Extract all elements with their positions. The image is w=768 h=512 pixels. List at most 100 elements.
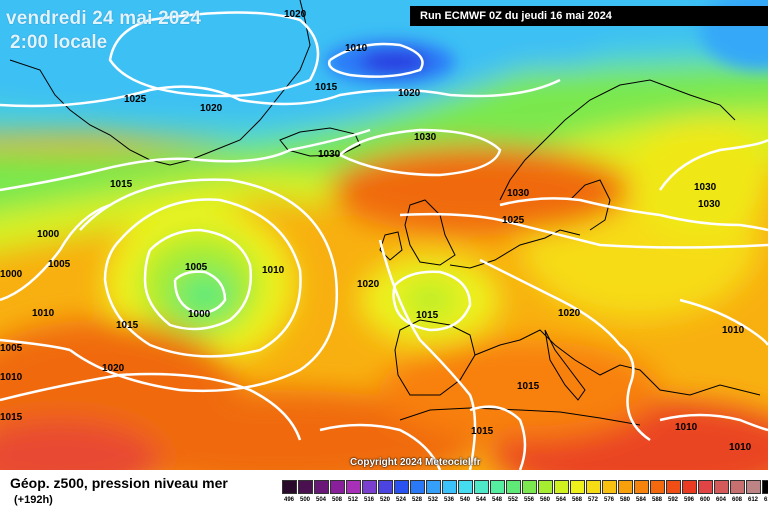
iceland-coast: [279, 127, 361, 157]
isobar-label: 1025: [124, 94, 147, 105]
scale-swatch: [425, 480, 441, 494]
scale-swatch: [473, 480, 489, 494]
scale-cell: 524: [393, 480, 409, 504]
scale-cell: 544: [473, 480, 489, 504]
copyright-notice: Copyright 2024 Meteociel.fr: [350, 457, 481, 468]
isobar-label: 1030: [694, 182, 717, 193]
isobar-label: 1010: [32, 308, 55, 319]
isobar-line: [0, 203, 111, 302]
isobar-label: 1030: [414, 132, 437, 143]
legend-panel: Géop. z500, pression niveau mer (+192h) …: [0, 470, 768, 512]
isobar-label: 1010: [722, 325, 745, 336]
scale-swatch: [361, 480, 377, 494]
scale-cell: 536: [441, 480, 457, 504]
scale-swatch: [617, 480, 633, 494]
isobar-line: [69, 178, 339, 393]
isobar-line: [392, 270, 472, 332]
isobar-line: [479, 258, 651, 442]
scale-tick-label: 612: [747, 497, 758, 503]
scale-tick-label: 536: [443, 497, 454, 503]
scale-cell: 600: [697, 480, 713, 504]
coastlines: [9, 0, 761, 426]
scale-cell: 500: [297, 480, 313, 504]
scale-swatch: [489, 480, 505, 494]
isobar-label: 1015: [110, 179, 133, 190]
isobar-line: [319, 423, 442, 470]
scale-cell: 556: [521, 480, 537, 504]
scale-swatch: [697, 480, 713, 494]
forecast-lead-time: (+192h): [14, 494, 53, 506]
scale-cell: 616: [761, 480, 768, 504]
isobar-label: 1015: [517, 381, 540, 392]
isobar-label: 1015: [416, 310, 439, 321]
isobars: [0, 11, 768, 470]
scale-tick-label: 592: [667, 497, 678, 503]
scale-swatch: [681, 480, 697, 494]
isobar-line: [378, 239, 477, 470]
isobar-label: 1020: [200, 103, 223, 114]
scale-swatch: [377, 480, 393, 494]
scale-swatch: [553, 480, 569, 494]
isobar-label: 1020: [284, 9, 307, 20]
scale-cell: 520: [377, 480, 393, 504]
isobar-line: [0, 78, 561, 108]
scale-tick-label: 528: [411, 497, 422, 503]
isobar-line: [399, 212, 768, 249]
isobar-label: 1025: [502, 215, 525, 226]
isobar-label: 1010: [0, 372, 23, 383]
isobar-line: [659, 413, 768, 432]
isobar-label: 1005: [185, 262, 208, 273]
isobar-label: 1015: [0, 412, 23, 423]
isobar-label: 1030: [698, 199, 721, 210]
z500-color-field: [0, 0, 768, 470]
scale-swatch: [585, 480, 601, 494]
scale-cell: 580: [617, 480, 633, 504]
scale-cell: 592: [665, 480, 681, 504]
scale-cell: 596: [681, 480, 697, 504]
scale-tick-label: 584: [635, 497, 646, 503]
valid-time-title: 2:00 locale: [10, 32, 108, 53]
scale-cell: 496: [281, 480, 297, 504]
isobar-line: [143, 228, 252, 331]
scale-cell: 568: [569, 480, 585, 504]
scale-swatch: [313, 480, 329, 494]
scale-tick-label: 512: [347, 497, 358, 503]
scale-tick-label: 608: [731, 497, 742, 503]
valid-date-title: vendredi 24 mai 2024: [6, 8, 202, 29]
scale-swatch: [761, 480, 768, 494]
scale-tick-label: 588: [651, 497, 662, 503]
scale-tick-label: 580: [619, 497, 630, 503]
isobar-line: [499, 197, 768, 232]
scale-tick-label: 552: [507, 497, 518, 503]
scale-tick-label: 616: [763, 497, 768, 503]
scale-swatch: [665, 480, 681, 494]
isobar-label: 1010: [675, 422, 698, 433]
isobar-line: [327, 42, 424, 78]
isobar-line: [339, 128, 502, 177]
scale-tick-label: 516: [363, 497, 374, 503]
scale-swatch: [649, 480, 665, 494]
scale-swatch: [457, 480, 473, 494]
scale-cell: 512: [345, 480, 361, 504]
isobar-line: [173, 270, 227, 314]
scale-tick-label: 548: [491, 497, 502, 503]
isobar-label: 1020: [102, 363, 125, 374]
scale-swatch: [729, 480, 745, 494]
isobar-line: [0, 128, 371, 192]
scale-swatch: [537, 480, 553, 494]
isobar-label: 1005: [0, 343, 23, 354]
isobar-label: 1000: [188, 309, 211, 320]
scale-tick-label: 520: [379, 497, 390, 503]
isobar-label: 1020: [398, 88, 421, 99]
scale-swatch: [505, 480, 521, 494]
scale-tick-label: 568: [571, 497, 582, 503]
scale-cell: 504: [313, 480, 329, 504]
scale-tick-label: 604: [715, 497, 726, 503]
isobar-label: 1000: [37, 229, 60, 240]
scale-swatch: [297, 480, 313, 494]
isobar-label: 1000: [0, 269, 23, 280]
scale-tick-label: 576: [603, 497, 614, 503]
scale-tick-label: 532: [427, 497, 438, 503]
scale-cell: 576: [601, 480, 617, 504]
